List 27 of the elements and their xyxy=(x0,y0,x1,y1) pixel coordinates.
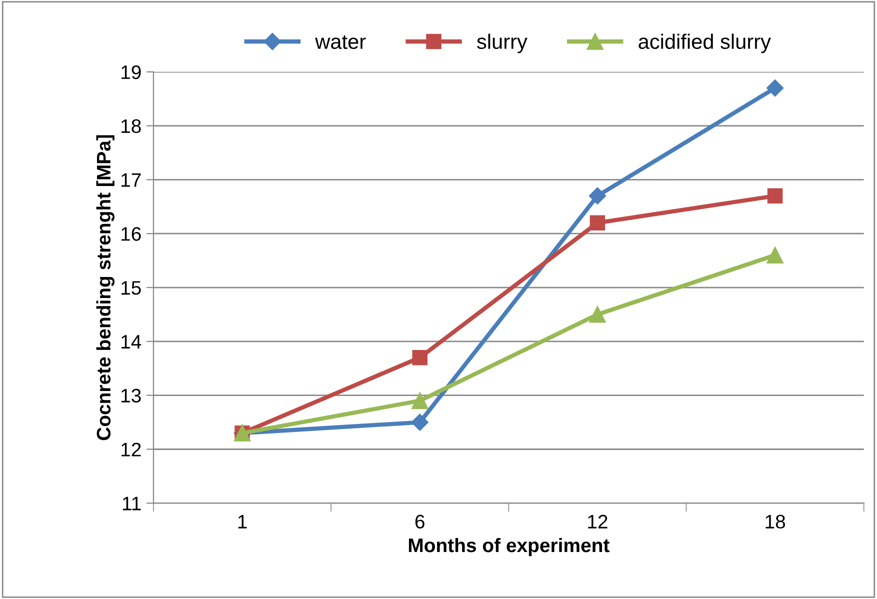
y-tick-label: 17 xyxy=(122,173,141,187)
point xyxy=(411,414,428,431)
y-tick-label: 11 xyxy=(122,496,141,510)
y-tick-label: 12 xyxy=(122,442,141,456)
x-tick-label: 6 xyxy=(415,514,424,529)
point xyxy=(412,392,428,410)
point xyxy=(588,187,606,204)
x-tick-label: 12 xyxy=(588,514,608,528)
point xyxy=(412,350,428,366)
legend-label: water xyxy=(315,35,366,50)
legend-label: acidified slurry xyxy=(638,34,771,54)
x-tick-label: 1 xyxy=(238,514,247,528)
y-axis-title: Cocnrete bending strenght [MPa] xyxy=(96,135,114,440)
point xyxy=(589,306,606,323)
legend-label: slurry xyxy=(477,34,528,54)
y-tick-label: 14 xyxy=(122,335,142,348)
point xyxy=(767,188,783,204)
point xyxy=(766,80,784,97)
y-tick-label: 13 xyxy=(122,388,141,403)
y-tick-label: 18 xyxy=(122,119,141,134)
x-tick-label: 18 xyxy=(766,514,786,529)
y-tick-label: 16 xyxy=(122,227,141,241)
y-tick-label: 19 xyxy=(122,65,141,80)
x-axis-title: Months of experiment xyxy=(408,538,610,556)
point xyxy=(590,215,606,230)
y-tick-label: 15 xyxy=(122,281,141,295)
point xyxy=(766,246,784,264)
